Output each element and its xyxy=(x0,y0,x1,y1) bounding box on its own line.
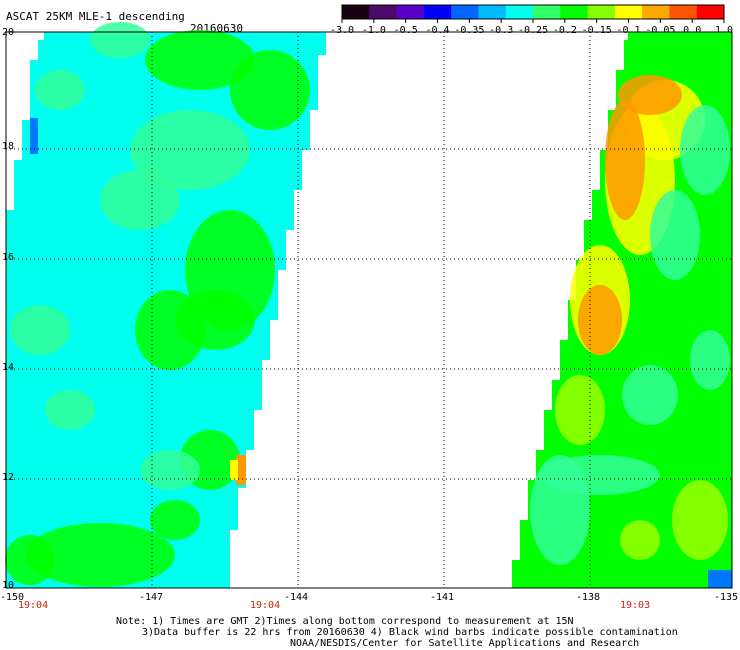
left-swath-yellow-patch xyxy=(230,460,238,480)
colorbar-swatch xyxy=(423,5,452,19)
left-swath-region xyxy=(145,30,255,90)
colorbar-label: -0.4 xyxy=(425,25,450,36)
colorbar-swatch xyxy=(369,5,398,19)
right-swath-region xyxy=(672,480,728,560)
colorbar-swatch xyxy=(587,5,616,19)
grid-lines xyxy=(6,32,732,588)
lat-label-18: 18 xyxy=(2,141,15,152)
colorbar-swatch xyxy=(642,5,670,19)
footer-credit: NOAA/NESDIS/Center for Satellite Applica… xyxy=(290,638,640,649)
colorbar-label: 0.0 xyxy=(683,25,702,36)
map-frame xyxy=(5,31,733,589)
colorbar-swatch xyxy=(505,5,534,19)
right-swath-region xyxy=(622,365,678,425)
lat-label-12: 12 xyxy=(2,472,15,483)
colorbar-swatch xyxy=(396,5,425,19)
lat-label-16: 16 xyxy=(2,252,15,263)
footer-note-2: 3)Data buffer is 22 hrs from 20160630 4)… xyxy=(142,627,678,638)
left-swath-region xyxy=(150,500,200,540)
lat-label-14: 14 xyxy=(2,362,15,373)
swath-time-2: 19:04 xyxy=(250,600,281,611)
lat-label-10: 10 xyxy=(2,580,15,591)
left-swath-region xyxy=(5,535,55,585)
left-swath-region xyxy=(25,523,175,587)
colorbar-label: -1.0 xyxy=(361,25,386,36)
lon-label-150: -150 xyxy=(0,592,25,603)
left-swath-blue-patch xyxy=(30,118,38,154)
left-swath-orange-patch xyxy=(236,455,246,485)
footer-note-1: Note: 1) Times are GMT 2)Times along bot… xyxy=(116,616,574,627)
left-swath-region xyxy=(175,290,255,350)
right-swath-region xyxy=(555,375,605,445)
colorbar-swatch xyxy=(669,5,698,19)
colorbar-label: -0.5 xyxy=(393,25,418,36)
colorbar-graphic xyxy=(341,4,725,23)
colorbar-swatch xyxy=(478,5,507,19)
colorbar-label: -0.15 xyxy=(581,25,612,36)
right-swath-region xyxy=(530,455,590,565)
left-swath-region xyxy=(45,390,95,430)
swath-time-3: 19:03 xyxy=(620,600,651,611)
lon-label-138: -138 xyxy=(576,592,601,603)
lon-label-147: -147 xyxy=(139,592,164,603)
left-swath-region xyxy=(35,70,85,110)
left-swath-region xyxy=(90,22,150,58)
swath-time-1: 19:04 xyxy=(18,600,49,611)
swath-layer xyxy=(5,22,732,588)
right-swath-region xyxy=(690,330,730,390)
right-swath-blue-patch xyxy=(708,570,732,588)
colorbar-swatch xyxy=(696,5,725,19)
lon-label-144: -144 xyxy=(284,592,309,603)
lat-label-20: 20 xyxy=(2,27,15,38)
left-swath-region xyxy=(140,450,200,490)
colorbar-label: -0.05 xyxy=(645,25,676,36)
colorbar-label: -0.35 xyxy=(454,25,485,36)
left-swath-region xyxy=(130,110,250,190)
map-title: ASCAT 25KM MLE-1 descending xyxy=(6,10,185,23)
colorbar-swatch xyxy=(560,5,589,19)
colorbar-swatch xyxy=(451,5,479,19)
colorbar-swatch xyxy=(533,5,561,19)
colorbar-label: -0.2 xyxy=(552,25,577,36)
lon-label-141: -141 xyxy=(430,592,455,603)
colorbar-swatch xyxy=(614,5,643,19)
colorbar-label: -0.3 xyxy=(489,25,514,36)
right-swath-region xyxy=(605,100,645,220)
right-swath-region xyxy=(680,105,730,195)
left-swath-region xyxy=(10,305,70,355)
colorbar-swatch xyxy=(342,5,370,19)
colorbar-label: -0.25 xyxy=(518,25,549,36)
lon-label-135: -135 xyxy=(714,592,739,603)
left-swath-region xyxy=(230,50,310,130)
colorbar-label: -0.1 xyxy=(616,25,641,36)
right-swath-region xyxy=(650,190,700,280)
colorbar-label: -3.0 xyxy=(330,25,355,36)
right-swath-region xyxy=(618,75,682,115)
left-swath-region xyxy=(100,170,180,230)
right-swath-region xyxy=(578,285,622,355)
right-swath-region xyxy=(620,520,660,560)
colorbar-label: 1.0 xyxy=(715,25,734,36)
